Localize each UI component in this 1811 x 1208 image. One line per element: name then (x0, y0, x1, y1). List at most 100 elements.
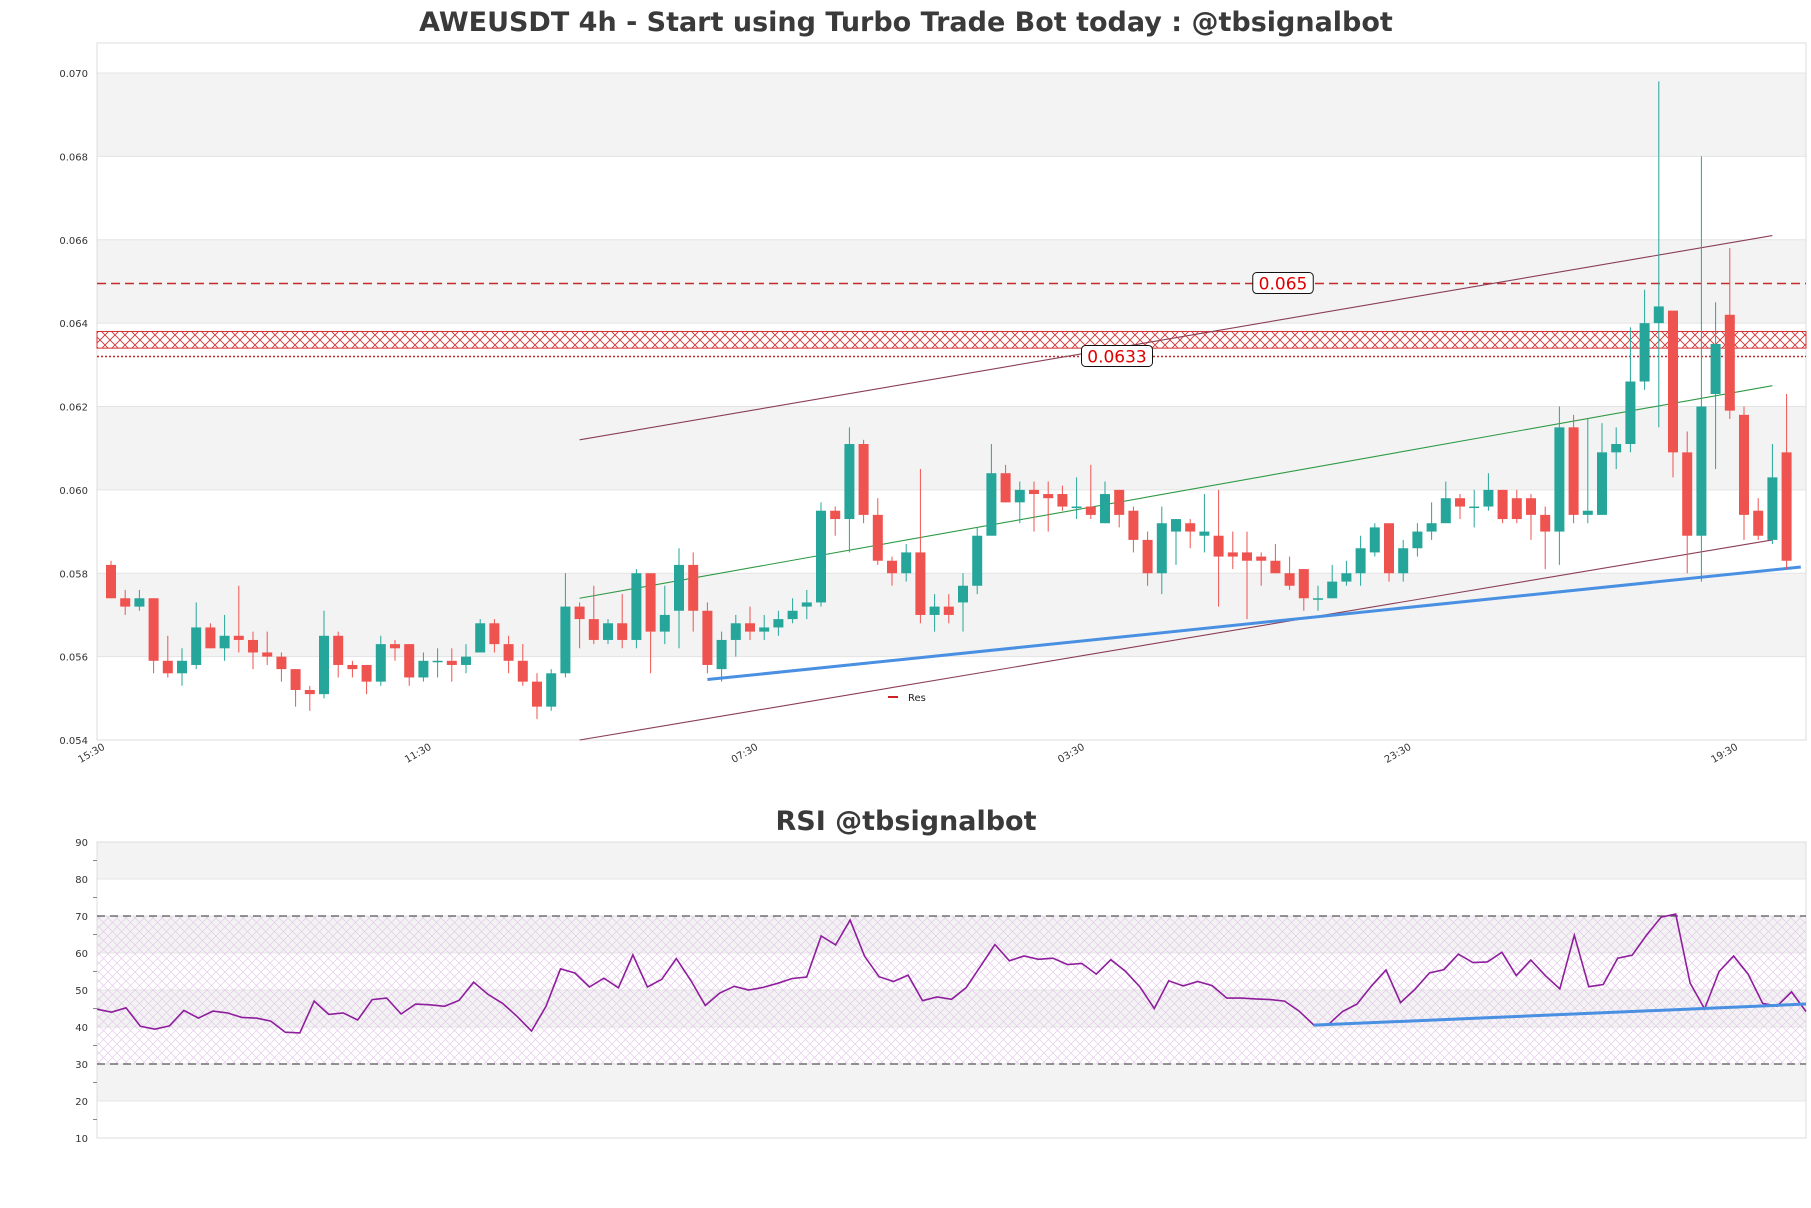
candle-body (1455, 498, 1465, 507)
candle-body (1369, 527, 1380, 553)
candle-body (1398, 548, 1409, 574)
candle-body (1497, 489, 1508, 520)
plot-border (96, 42, 1807, 741)
candle-body (333, 635, 344, 665)
candle-body (1739, 414, 1749, 515)
x-tick-label: 19:30 (1710, 742, 1740, 766)
candle-body (1412, 531, 1423, 549)
y-tick-label: 0.070 (59, 69, 88, 80)
x-tick-label: 07:30 (730, 742, 760, 766)
legend-label: Res (908, 693, 926, 704)
resistance-zone (96, 330, 1807, 349)
plot-border (96, 841, 1807, 1139)
candle-body (1327, 581, 1338, 599)
rsi-grid-bands (97, 841, 1806, 1139)
candle-body (730, 623, 741, 640)
candle-body (674, 564, 684, 611)
main-overlays (96, 235, 1807, 741)
candle-body (816, 510, 826, 603)
candle-body (929, 606, 940, 615)
channel-lower (579, 539, 1773, 741)
candle-body (461, 656, 471, 665)
candle-body (1625, 381, 1636, 445)
candle-body (404, 644, 415, 678)
grid-band (97, 842, 1806, 879)
candle-body (248, 639, 258, 653)
y-tick-label: 0.054 (59, 736, 88, 747)
candle-body (1242, 552, 1252, 561)
y-tick-label: 90 (75, 838, 88, 849)
y-tick-label: 30 (75, 1060, 88, 1071)
candle-body (191, 627, 202, 665)
candle-body (659, 614, 670, 632)
level-label-box (1081, 344, 1153, 367)
grid-band (97, 1064, 1806, 1101)
candle-body (233, 635, 244, 640)
candle-body (546, 673, 557, 707)
main-chart-title: AWEUSDT 4h - Start using Turbo Trade Bot… (419, 7, 1393, 38)
main-x-axis: 15:30 11:30 07:30 03:30 23:30 19:30 (77, 742, 1740, 766)
main-grid-bands (97, 72, 1806, 741)
level-label: 0.065 (1259, 275, 1308, 295)
candle-body (1029, 489, 1039, 495)
candle-body (1085, 506, 1096, 515)
y-tick-label: 0.066 (59, 236, 88, 247)
candle-body (1284, 573, 1295, 586)
candle-body (844, 444, 855, 520)
candle-body (1313, 598, 1323, 600)
grid-band (97, 239, 1806, 324)
candle-body (1639, 323, 1650, 382)
y-tick-label: 0.062 (59, 403, 88, 414)
y-tick-label: 0.056 (59, 653, 88, 664)
candle-body (1653, 306, 1664, 324)
candle-body (759, 627, 770, 632)
candle-body (1185, 523, 1196, 532)
candle-body (617, 623, 628, 640)
rsi-plot-frame (96, 841, 1807, 1139)
candle-body (1000, 473, 1011, 503)
candle-body (1071, 506, 1082, 509)
candle-body (432, 660, 443, 663)
candle-body (1142, 539, 1153, 574)
candle-body (177, 660, 187, 674)
candle-body (1469, 506, 1480, 509)
y-tick-label: 0.058 (59, 569, 88, 580)
candle-body (915, 552, 926, 615)
y-tick-label: 40 (75, 1023, 88, 1034)
channel-upper (579, 235, 1773, 441)
candle-body (347, 664, 358, 670)
x-tick-label: 11:30 (403, 742, 433, 766)
candle-body (162, 660, 173, 674)
level-label: 0.0633 (1087, 347, 1146, 367)
y-tick-label: 50 (75, 986, 88, 997)
level-labels: 0.065 0.0633 Res (888, 272, 1314, 704)
candle-body (517, 660, 528, 682)
candle-body (446, 660, 457, 665)
candle-body (972, 535, 983, 586)
candle-body (773, 619, 784, 628)
candle-body (1767, 477, 1778, 540)
candle-body (1213, 535, 1224, 557)
rsi-overlays (96, 913, 1807, 1065)
candle-body (801, 602, 812, 607)
y-tick-label: 70 (75, 912, 88, 923)
grid-band (97, 73, 1806, 157)
candle-body (1043, 494, 1054, 499)
candle-body (1426, 523, 1437, 532)
candle-body (1724, 314, 1735, 411)
candle-body (1298, 569, 1309, 599)
candle-body (574, 606, 585, 620)
candle-body (503, 644, 514, 661)
candle-body (319, 635, 329, 695)
candle-body (1682, 452, 1693, 536)
rsi-chart-title: RSI @tbsignalbot (775, 806, 1036, 837)
candle-body (858, 444, 869, 515)
candle-body (1597, 452, 1607, 515)
candle-body (1171, 519, 1181, 532)
y-tick-label: 0.060 (59, 486, 88, 497)
candle-body (943, 606, 954, 615)
candle-body (830, 510, 841, 520)
candle-body (532, 681, 542, 707)
rsi-line (96, 913, 1807, 1034)
